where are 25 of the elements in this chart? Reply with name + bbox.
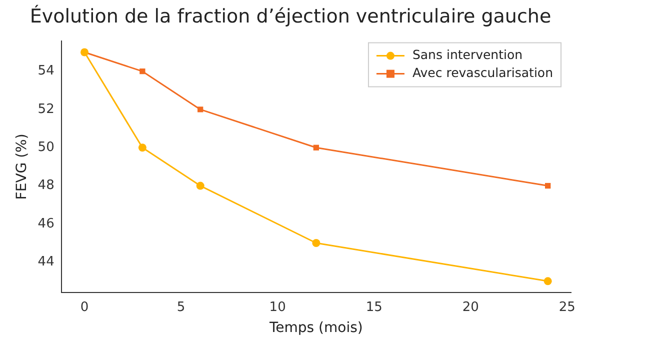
point xyxy=(198,106,204,112)
x-tick-label: 5 xyxy=(176,300,186,315)
point xyxy=(196,182,204,190)
point xyxy=(138,144,146,152)
legend-label: Avec revascularisation xyxy=(412,65,554,80)
legend-label: Sans intervention xyxy=(412,47,523,62)
y-tick-label: 52 xyxy=(38,102,54,117)
x-tick-label: 10 xyxy=(269,300,286,315)
y-tick-label: 50 xyxy=(38,140,54,155)
y-axis-title: FEVG (%) xyxy=(14,134,30,200)
y-tick-label: 48 xyxy=(38,178,54,194)
point xyxy=(544,277,552,286)
point xyxy=(140,68,146,74)
y-tick-label: 44 xyxy=(38,254,54,270)
y-tick-label: 46 xyxy=(38,216,54,232)
chart-title: Évolution de la fraction d’éjection ventriculaire gauche xyxy=(30,4,552,28)
x-tick-label: 15 xyxy=(366,300,382,315)
y-tick-label: 54 xyxy=(38,64,54,79)
point xyxy=(313,144,319,150)
x-axis-title: Temps (mois) xyxy=(268,320,363,336)
x-tick-label: 0 xyxy=(80,300,89,315)
point xyxy=(545,182,551,189)
x-tick-label: 25 xyxy=(558,300,576,315)
point xyxy=(312,239,320,248)
x-tick-label: 20 xyxy=(462,300,479,315)
